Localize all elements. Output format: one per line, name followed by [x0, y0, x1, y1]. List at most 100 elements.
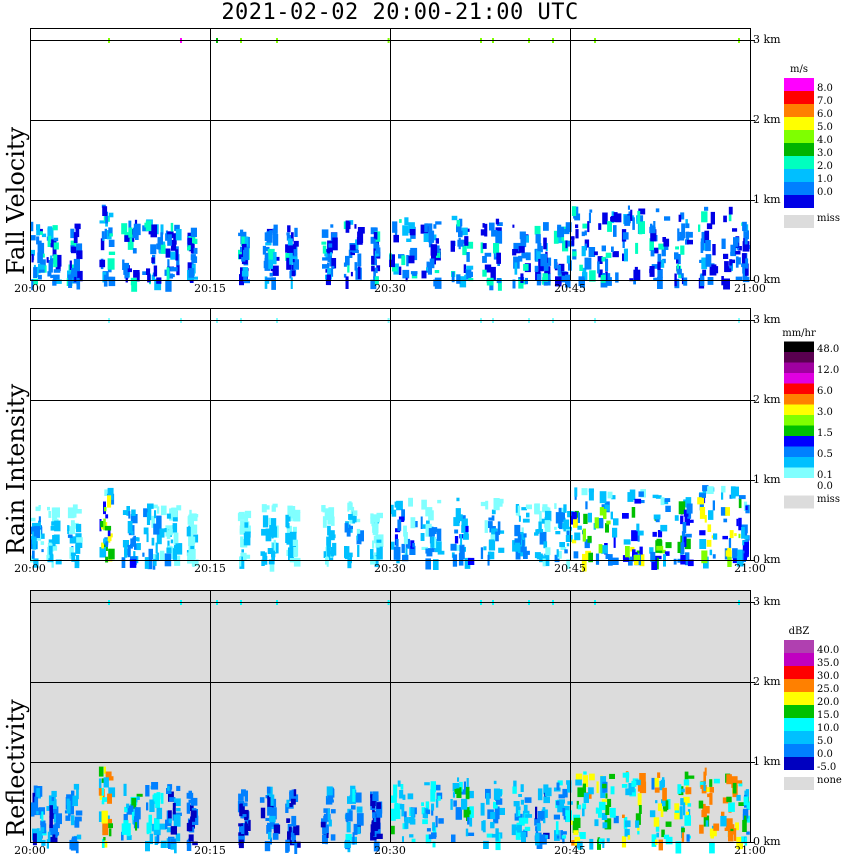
fall-cell [123, 262, 129, 275]
refl-xtick-label: 21:00 [734, 844, 766, 857]
rain-cell [468, 557, 475, 565]
fall-cell [371, 265, 375, 272]
fall-cell [108, 276, 116, 287]
rain-cell [122, 510, 128, 515]
rain-cell [539, 510, 542, 524]
refl-cell [32, 833, 37, 846]
rain-cell [374, 555, 379, 568]
refl-cell [160, 792, 164, 804]
rain-cell [55, 559, 62, 565]
rain-cell [625, 546, 630, 559]
refl-cell [512, 786, 517, 794]
fall-cell [570, 236, 575, 240]
refl-cell [674, 803, 680, 811]
refl-cell [707, 793, 712, 798]
rain-colorbar-label: 12.0 [817, 365, 840, 376]
rain-cell [684, 515, 690, 526]
refl-cell [513, 801, 520, 807]
fall-cell [50, 255, 53, 259]
refl-cell [705, 806, 710, 814]
fall-cell [55, 263, 61, 272]
fall-cell [330, 224, 334, 228]
refl-cell [41, 811, 44, 822]
rain-cell [289, 539, 296, 550]
fall-cell [702, 269, 707, 276]
fall-cell [160, 244, 166, 254]
fall-cell [674, 252, 679, 260]
refl-cell [188, 834, 194, 842]
refl-cell [498, 789, 502, 797]
refl-cell [524, 826, 531, 831]
rain-cell [402, 554, 409, 562]
rain-cell [126, 506, 130, 516]
rain-cell [677, 541, 684, 553]
rain-cell [261, 528, 268, 536]
rain-cell [131, 509, 136, 516]
fall-cell [105, 211, 109, 224]
refl-frame [30, 590, 751, 843]
fall-cell [54, 254, 62, 267]
refl-cell [108, 776, 114, 781]
rain-cell [738, 495, 746, 500]
fall-cell [343, 273, 347, 278]
refl-colorbar-label: 35.0 [817, 658, 840, 669]
fall-cell [53, 269, 61, 273]
fall-cell [634, 266, 638, 271]
rain-cell [330, 516, 335, 526]
refl-cell [490, 812, 496, 820]
refl-cell [701, 810, 707, 818]
fall-cell [39, 264, 45, 270]
rain-cell [657, 530, 663, 538]
refl-cell [635, 820, 640, 828]
fall-cell [742, 241, 750, 252]
refl-cell [128, 805, 134, 812]
fall-cell [294, 227, 298, 237]
refl-cell [394, 810, 401, 819]
rain-cell [47, 553, 54, 563]
fall-cell [36, 224, 40, 236]
rain-cell [573, 551, 579, 559]
refl-cell [711, 825, 715, 830]
fall-cell [348, 221, 351, 230]
fall-cell [685, 239, 689, 245]
fall-cell [605, 252, 612, 258]
rain-cell [190, 545, 195, 550]
refl-cell [481, 821, 485, 831]
rain-cell [562, 511, 565, 522]
refl-cell [577, 787, 584, 798]
fall-cell [321, 229, 329, 238]
rain-cell [464, 557, 471, 569]
fall-cell [269, 230, 273, 239]
rain-cell [727, 556, 732, 567]
fall-cell [293, 259, 299, 270]
rain-cell [566, 543, 570, 547]
rain-cell [538, 521, 542, 532]
refl-cell [123, 783, 127, 796]
rain-cell [347, 557, 352, 569]
rain-cell [391, 509, 397, 517]
refl-cell [622, 772, 630, 778]
refl-colorbar-label: 30.0 [817, 671, 840, 682]
rain-cell [107, 495, 112, 508]
fall-cell [262, 245, 266, 255]
refl-cell [390, 825, 395, 835]
rain-cell [272, 503, 278, 508]
fall-panel-label: Fall Velocity [2, 126, 30, 275]
refl-cell [622, 814, 625, 818]
refl-cell [98, 766, 104, 777]
fall-colorbar-swatch [784, 169, 814, 182]
refl-cell [598, 808, 602, 818]
refl-cell [744, 815, 750, 823]
rain-cell [69, 536, 76, 544]
rain-cell [701, 550, 708, 564]
rain-cell [639, 546, 643, 555]
refl-cell [425, 801, 430, 812]
fall-cell [553, 230, 559, 244]
refl-cell [430, 781, 436, 793]
rain-cell [436, 528, 442, 542]
rain-cell [71, 554, 76, 562]
rain-cell [430, 536, 435, 548]
fall-xtick-label: 20:45 [554, 282, 586, 295]
fall-cell [484, 252, 492, 257]
fall-cell [518, 279, 524, 289]
